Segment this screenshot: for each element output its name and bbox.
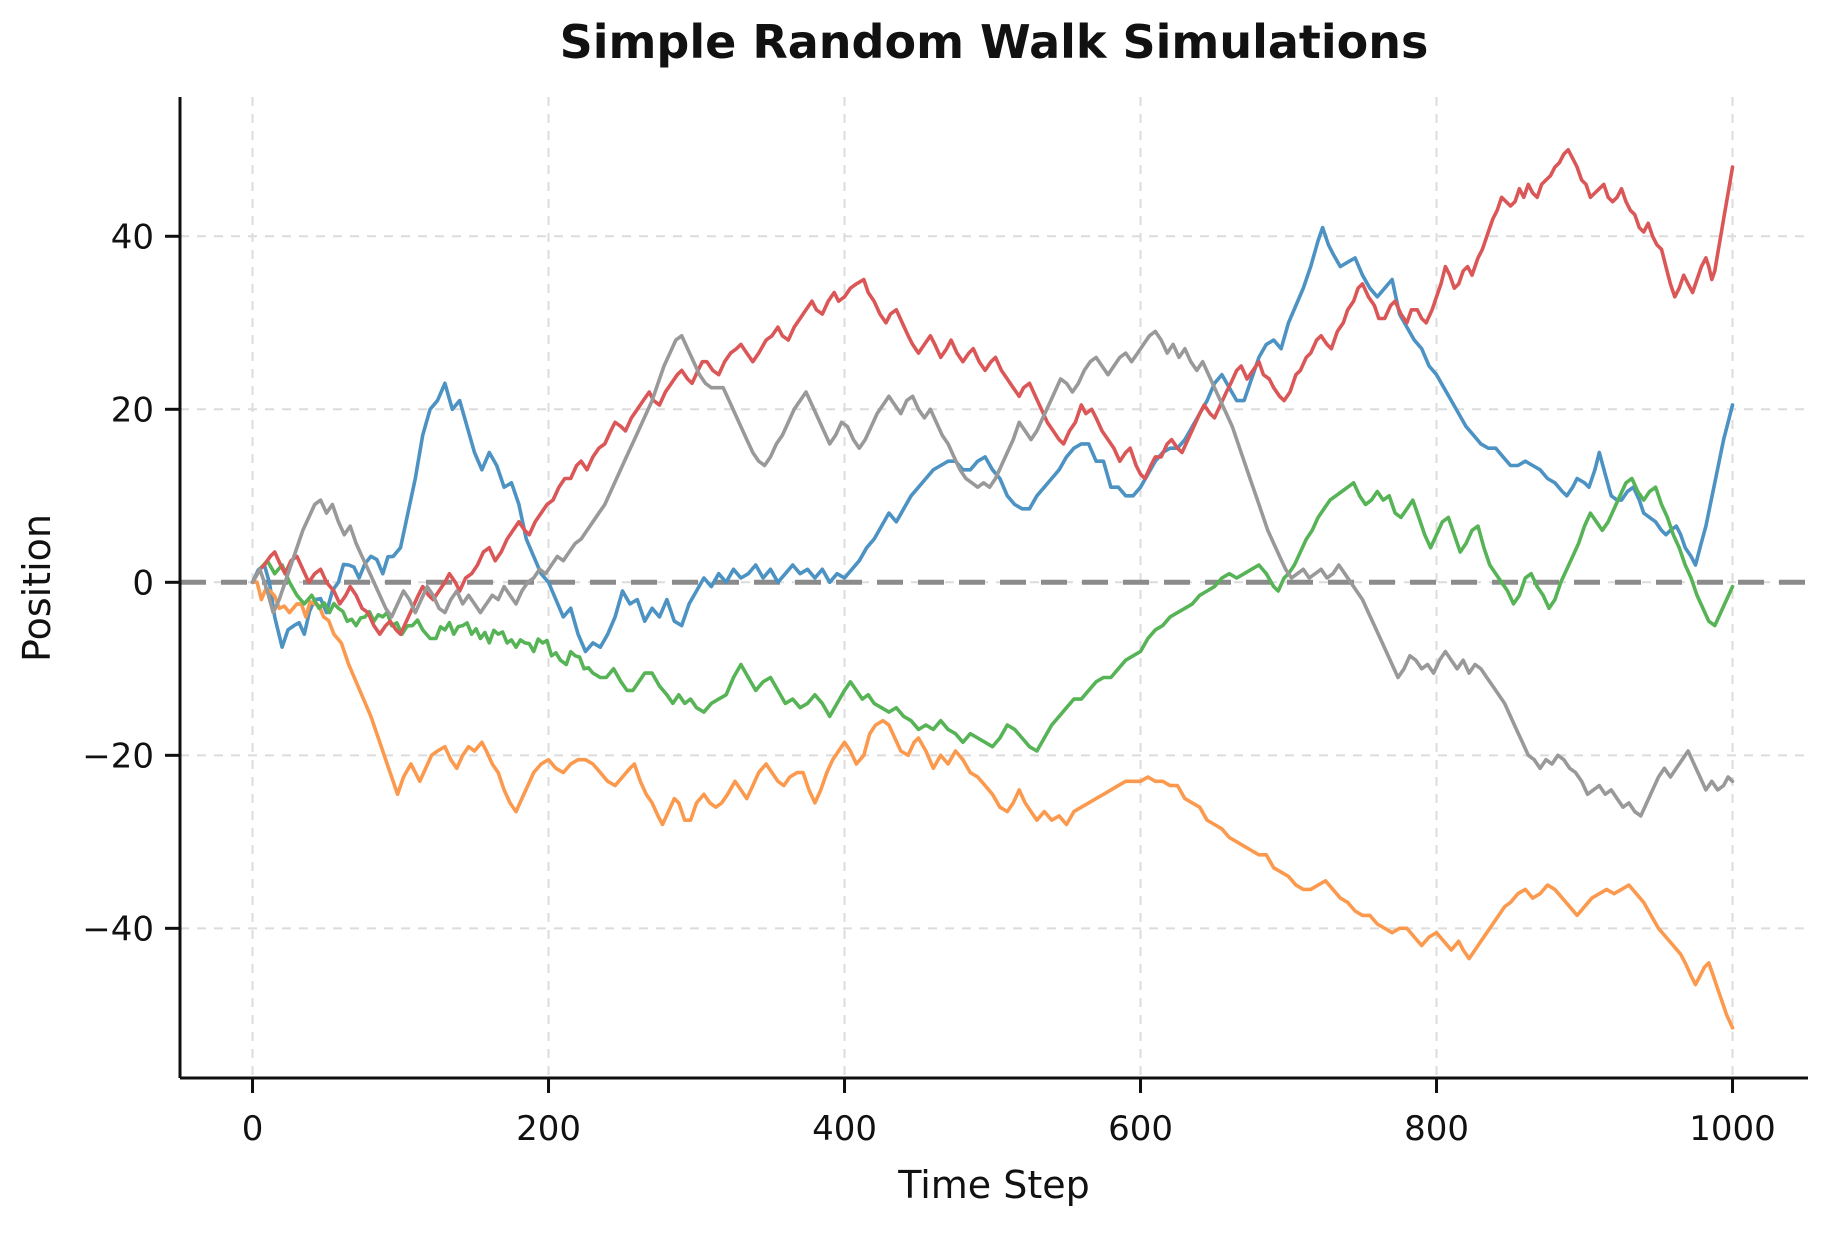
series-walk-3-line	[250, 476, 1735, 753]
x-axis-label: Time Step	[897, 1163, 1090, 1207]
y-tick-label: −20	[82, 736, 154, 776]
y-tick-label: 40	[111, 217, 154, 257]
series-walk-5-line	[250, 329, 1735, 818]
series-walk-4-line	[250, 148, 1735, 636]
x-tick-label: 400	[812, 1109, 877, 1149]
y-axis-label: Position	[15, 514, 59, 662]
x-tick-label: 800	[1404, 1109, 1469, 1149]
y-tick-label: 0	[132, 563, 154, 603]
x-tick-label: 1000	[1689, 1109, 1776, 1149]
chart-layers: 0 200 400 600 800 1000 −40 −20 0 20 40	[82, 97, 1808, 1149]
x-tick-label: 0	[242, 1109, 264, 1149]
chart-title: Simple Random Walk Simulations	[560, 15, 1429, 69]
series-walk-1-line	[250, 225, 1735, 654]
x-tick-label: 200	[516, 1109, 581, 1149]
y-tick-label: −40	[82, 909, 154, 949]
series-walk-2-line	[250, 580, 1735, 1030]
y-tick-label: 20	[111, 390, 154, 430]
x-tick-label: 600	[1108, 1109, 1173, 1149]
